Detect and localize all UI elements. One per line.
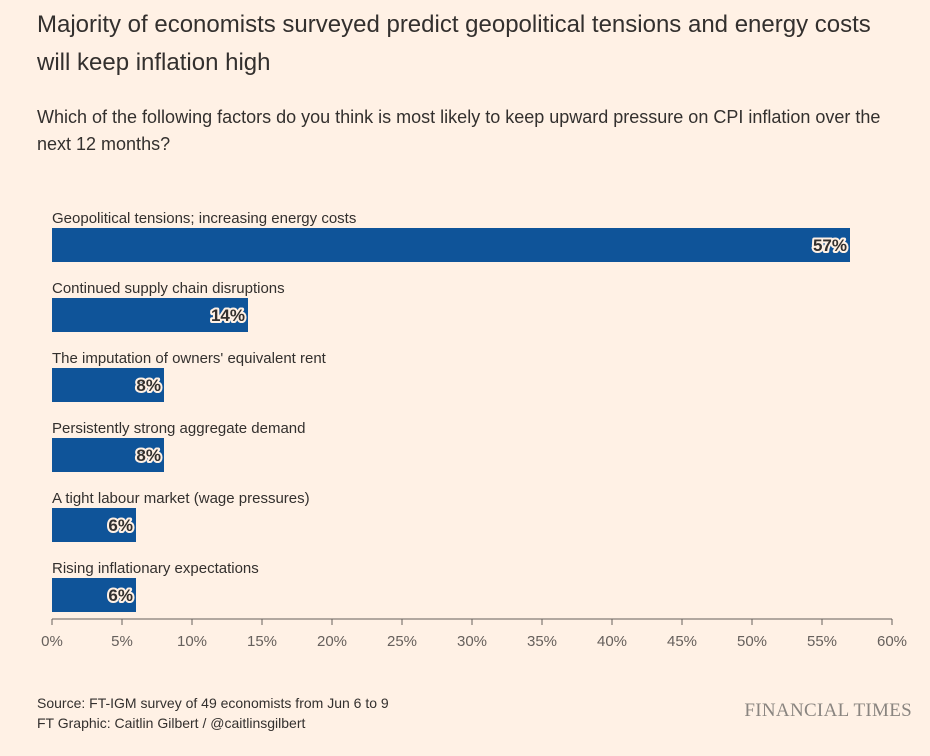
x-tick-label: 15% <box>247 633 277 650</box>
bar-value-label: 6% <box>108 516 133 535</box>
bar-value-label: 57% <box>813 236 847 255</box>
x-tick-label: 35% <box>527 633 557 650</box>
category-label: Rising inflationary expectations <box>52 560 259 577</box>
category-label: A tight labour market (wage pressures) <box>52 490 310 507</box>
category-label: The imputation of owners' equivalent ren… <box>52 350 327 367</box>
graphic-credit: FT Graphic: Caitlin Gilbert / @caitlinsg… <box>37 715 306 731</box>
bar <box>52 438 164 472</box>
bar-value-label: 6% <box>108 586 133 605</box>
x-tick-label: 30% <box>457 633 487 650</box>
chart-subtitle: Which of the following factors do you th… <box>37 107 881 154</box>
x-tick-label: 5% <box>111 633 133 650</box>
x-tick-label: 10% <box>177 633 207 650</box>
bar <box>52 578 136 612</box>
bar-chart: Geopolitical tensions; increasing energy… <box>41 210 907 650</box>
bar-value-label: 14% <box>211 306 245 325</box>
x-tick-label: 0% <box>41 633 63 650</box>
bar <box>52 228 850 262</box>
chart-title: Majority of economists surveyed predict … <box>37 11 871 76</box>
category-label: Persistently strong aggregate demand <box>52 420 305 437</box>
x-tick-label: 55% <box>807 633 837 650</box>
bar <box>52 368 164 402</box>
bar <box>52 508 136 542</box>
x-tick-label: 40% <box>597 633 627 650</box>
bar-value-label: 8% <box>136 376 161 395</box>
x-tick-label: 25% <box>387 633 417 650</box>
x-tick-label: 20% <box>317 633 347 650</box>
bar-value-label: 8% <box>136 446 161 465</box>
category-label: Continued supply chain disruptions <box>52 280 285 297</box>
source-note: Source: FT-IGM survey of 49 economists f… <box>37 693 389 733</box>
source-text: Source: FT-IGM survey of 49 economists f… <box>37 695 389 711</box>
bar <box>52 298 248 332</box>
ft-logo: FINANCIAL TIMES <box>744 700 912 721</box>
category-label: Geopolitical tensions; increasing energy… <box>52 210 356 227</box>
x-tick-label: 50% <box>737 633 767 650</box>
x-tick-label: 45% <box>667 633 697 650</box>
x-tick-label: 60% <box>877 633 907 650</box>
